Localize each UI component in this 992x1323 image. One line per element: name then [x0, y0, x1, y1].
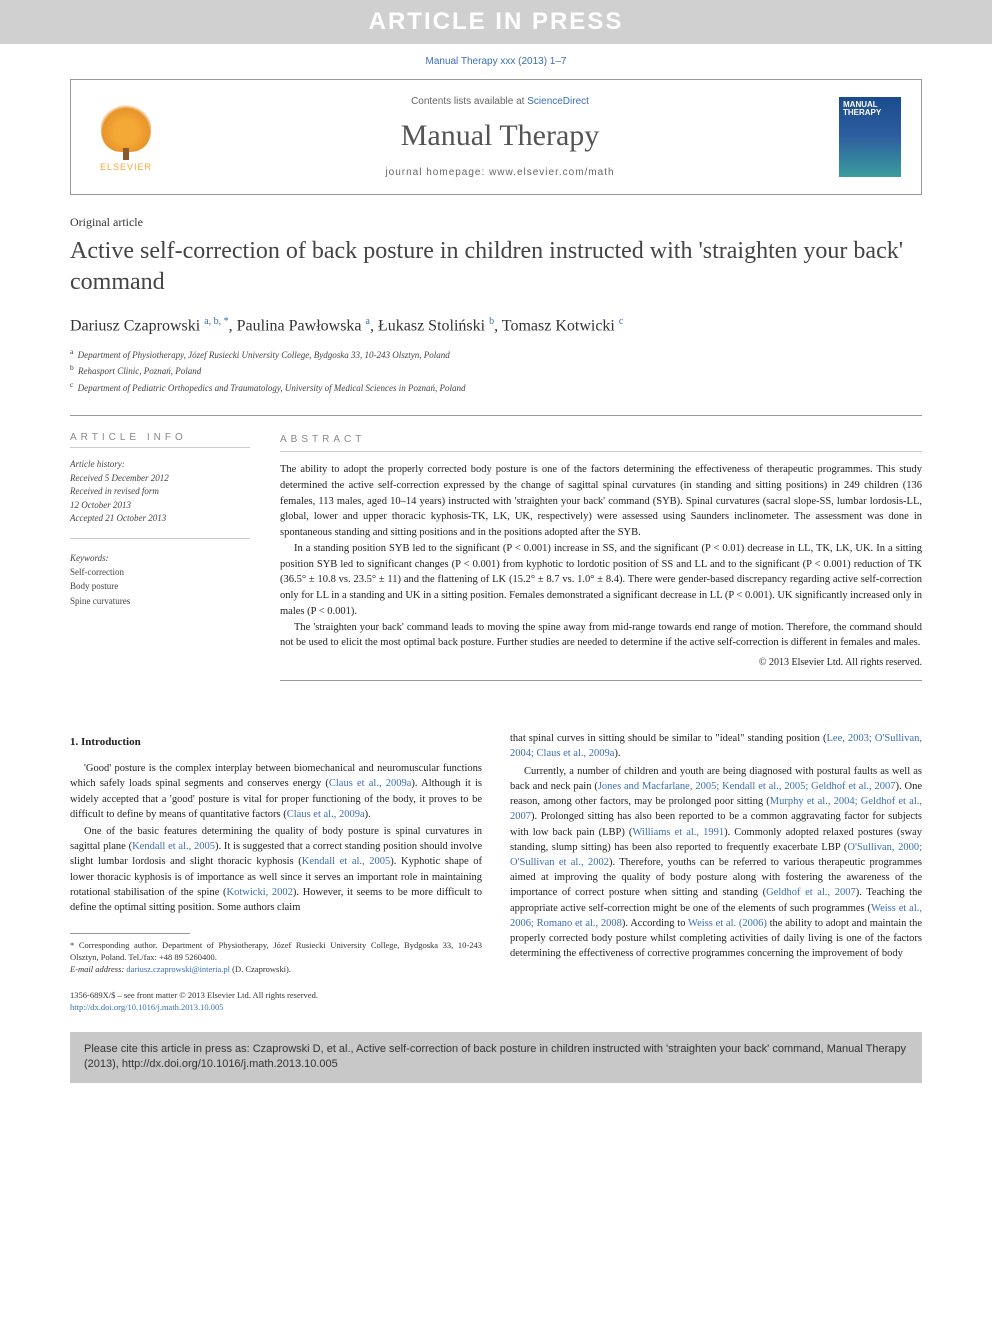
- journal-cover-thumbnail[interactable]: MANUAL THERAPY: [839, 97, 901, 177]
- section-heading: 1. Introduction: [70, 735, 482, 751]
- cite-as-box: Please cite this article in press as: Cz…: [70, 1032, 922, 1083]
- history-label: Article history:: [70, 458, 250, 472]
- citation-link[interactable]: Kotwicki, 2002: [227, 887, 293, 898]
- article-type: Original article: [70, 215, 922, 230]
- issn-line: 1356-689X/$ – see front matter © 2013 El…: [70, 990, 318, 1000]
- keyword: Body posture: [70, 579, 250, 593]
- homepage-url[interactable]: www.elsevier.com/math: [489, 167, 614, 178]
- in-press-banner: ARTICLE IN PRESS: [0, 0, 992, 44]
- keywords-block: Keywords: Self-correction Body posture S…: [70, 551, 250, 609]
- history-line: Received in revised form: [70, 485, 250, 499]
- affiliation-line: a Department of Physiotherapy, Józef Rus…: [70, 346, 922, 363]
- history-line: Accepted 21 October 2013: [70, 512, 250, 526]
- citation-link[interactable]: Kendall et al., 2005: [132, 841, 215, 852]
- keyword: Self-correction: [70, 565, 250, 579]
- contents-available-line: Contents lists available at ScienceDirec…: [161, 96, 839, 107]
- contents-prefix: Contents lists available at: [411, 96, 527, 107]
- doi-link[interactable]: http://dx.doi.org/10.1016/j.math.2013.10…: [70, 1002, 224, 1012]
- body-text-columns: 1. Introduction 'Good' posture is the co…: [70, 731, 922, 976]
- abstract-bottom-rule: [280, 680, 922, 681]
- citation-link[interactable]: Jones and Macfarlane, 2005; Kendall et a…: [598, 781, 896, 792]
- citation-link[interactable]: Kendall et al., 2005: [302, 856, 391, 867]
- corresponding-author-footnote: * Corresponding author. Department of Ph…: [70, 940, 482, 976]
- citation-link[interactable]: Claus et al., 2009a: [287, 809, 365, 820]
- affiliation-line: b Rehasport Clinic, Poznań, Poland: [70, 362, 922, 379]
- homepage-line: journal homepage: www.elsevier.com/math: [161, 167, 839, 178]
- history-line: Received 5 December 2012: [70, 472, 250, 486]
- abstract-header: ABSTRACT: [280, 432, 922, 452]
- cover-title: MANUAL THERAPY: [843, 101, 897, 117]
- abstract-paragraph: In a standing position SYB led to the si…: [280, 541, 922, 620]
- citation-link[interactable]: Weiss et al. (2006): [688, 918, 767, 929]
- authors-line: Dariusz Czaprowski a, b, *, Paulina Pawł…: [70, 316, 922, 335]
- citation-link[interactable]: Claus et al., 2009a: [329, 778, 412, 789]
- citation-top: Manual Therapy xxx (2013) 1–7: [0, 44, 992, 79]
- citation-link[interactable]: Williams et al., 1991: [632, 827, 724, 838]
- body-paragraph: 'Good' posture is the complex interplay …: [70, 761, 482, 822]
- footnote-separator: [70, 933, 190, 934]
- email-link[interactable]: dariusz.czaprowski@interia.pl: [126, 964, 230, 974]
- affiliations: a Department of Physiotherapy, Józef Rus…: [70, 346, 922, 396]
- body-paragraph: Currently, a number of children and yout…: [510, 764, 922, 962]
- publisher-logo[interactable]: ELSEVIER: [91, 97, 161, 177]
- abstract-column: ABSTRACT The ability to adopt the proper…: [280, 432, 922, 701]
- article-info-header: ARTICLE INFO: [70, 432, 250, 448]
- article-title: Active self-correction of back posture i…: [70, 236, 922, 298]
- citation-link[interactable]: Geldhof et al., 2007: [766, 887, 856, 898]
- sciencedirect-link[interactable]: ScienceDirect: [527, 96, 589, 107]
- homepage-prefix: journal homepage:: [385, 167, 489, 178]
- affiliation-line: c Department of Pediatric Orthopedics an…: [70, 379, 922, 396]
- header-center: Contents lists available at ScienceDirec…: [161, 96, 839, 178]
- body-paragraph: that spinal curves in sitting should be …: [510, 731, 922, 761]
- email-label: E-mail address:: [70, 964, 126, 974]
- elsevier-tree-icon: [101, 102, 151, 152]
- abstract-paragraph: The 'straighten your back' command leads…: [280, 620, 922, 652]
- issn-block: 1356-689X/$ – see front matter © 2013 El…: [0, 990, 992, 1014]
- article-info-column: ARTICLE INFO Article history: Received 5…: [70, 432, 250, 701]
- corr-label: * Corresponding author.: [70, 940, 157, 950]
- body-paragraph: One of the basic features determining th…: [70, 824, 482, 915]
- journal-name: Manual Therapy: [161, 119, 839, 153]
- history-line: 12 October 2013: [70, 499, 250, 513]
- article-history: Article history: Received 5 December 201…: [70, 458, 250, 539]
- publisher-name: ELSEVIER: [100, 162, 152, 172]
- journal-header-box: ELSEVIER Contents lists available at Sci…: [70, 79, 922, 195]
- abstract-copyright: © 2013 Elsevier Ltd. All rights reserved…: [280, 655, 922, 670]
- abstract-paragraph: The ability to adopt the properly correc…: [280, 462, 922, 541]
- keyword: Spine curvatures: [70, 594, 250, 608]
- keywords-label: Keywords:: [70, 551, 250, 565]
